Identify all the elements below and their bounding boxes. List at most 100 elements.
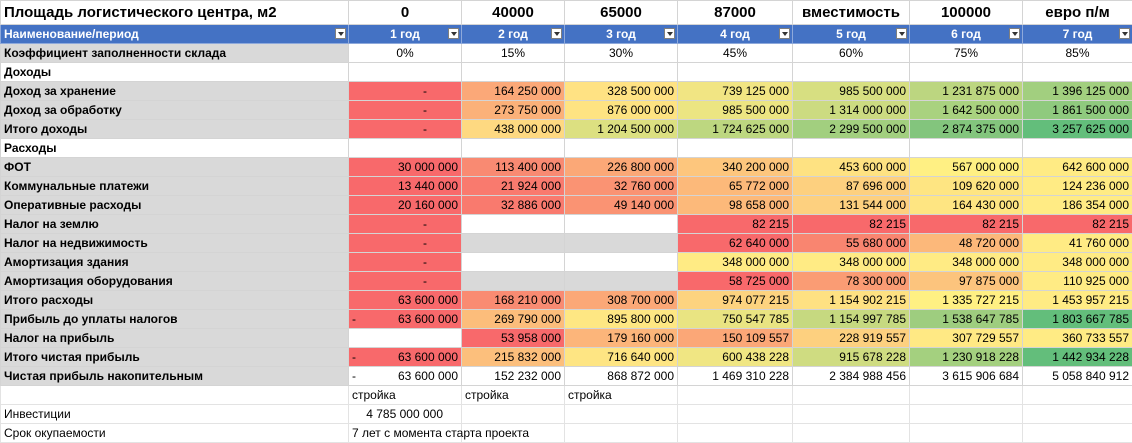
value-cell[interactable]	[910, 139, 1023, 158]
value-cell[interactable]: 85%	[1023, 44, 1132, 63]
footer-label-cell[interactable]: Срок окупаемости	[1, 424, 349, 443]
value-cell[interactable]: 110 925 000	[1023, 272, 1132, 291]
capacity-value-cell[interactable]: 40000	[462, 1, 565, 25]
value-cell[interactable]: 75%	[910, 44, 1023, 63]
value-cell[interactable]: 63 600 000	[349, 291, 462, 310]
value-cell[interactable]: 0%	[349, 44, 462, 63]
footer-cell[interactable]	[793, 386, 910, 405]
value-cell[interactable]: 21 924 000	[462, 177, 565, 196]
value-cell[interactable]: 82 215	[793, 215, 910, 234]
value-cell[interactable]: 32 886 000	[462, 196, 565, 215]
value-cell[interactable]: 164 250 000	[462, 82, 565, 101]
value-cell[interactable]: 87 696 000	[793, 177, 910, 196]
value-cell[interactable]: 3 615 906 684	[910, 367, 1023, 386]
filter-dropdown-icon[interactable]	[551, 28, 562, 39]
value-cell[interactable]	[349, 329, 462, 348]
value-cell[interactable]: 985 500 000	[678, 101, 793, 120]
value-cell[interactable]: -63 600 000	[349, 367, 462, 386]
value-cell[interactable]: 438 000 000	[462, 120, 565, 139]
value-cell[interactable]: 328 500 000	[565, 82, 678, 101]
value-cell[interactable]: 1 861 500 000	[1023, 101, 1132, 120]
footer-cell[interactable]	[678, 424, 793, 443]
value-cell[interactable]: 1 538 647 785	[910, 310, 1023, 329]
value-cell[interactable]: 269 790 000	[462, 310, 565, 329]
value-cell[interactable]: 78 300 000	[793, 272, 910, 291]
value-cell[interactable]: 1 442 934 228	[1023, 348, 1132, 367]
value-cell[interactable]: 32 760 000	[565, 177, 678, 196]
footer-cell[interactable]	[1023, 424, 1132, 443]
value-cell[interactable]	[565, 253, 678, 272]
value-cell[interactable]: 915 678 228	[793, 348, 910, 367]
value-cell[interactable]: -	[349, 101, 462, 120]
row-label-cell[interactable]: Налог на землю	[1, 215, 349, 234]
value-cell[interactable]: -	[349, 215, 462, 234]
value-cell[interactable]: 228 919 557	[793, 329, 910, 348]
value-cell[interactable]: 98 658 000	[678, 196, 793, 215]
footer-cell[interactable]	[678, 405, 793, 424]
value-cell[interactable]: 308 700 000	[565, 291, 678, 310]
value-cell[interactable]: 1 154 997 785	[793, 310, 910, 329]
value-cell[interactable]: 109 620 000	[910, 177, 1023, 196]
row-label-cell[interactable]: Амортизация здания	[1, 253, 349, 272]
footer-cell[interactable]: стройка	[462, 386, 565, 405]
value-cell[interactable]: 15%	[462, 44, 565, 63]
footer-label-cell[interactable]: Инвестиции	[1, 405, 349, 424]
value-cell[interactable]: 348 000 000	[910, 253, 1023, 272]
value-cell[interactable]: 13 440 000	[349, 177, 462, 196]
capacity-value-cell[interactable]: 0	[349, 1, 462, 25]
value-cell[interactable]: 1 724 625 000	[678, 120, 793, 139]
value-cell[interactable]: 600 438 228	[678, 348, 793, 367]
value-cell[interactable]: 2 874 375 000	[910, 120, 1023, 139]
footer-cell[interactable]	[462, 405, 565, 424]
value-cell[interactable]: 348 000 000	[793, 253, 910, 272]
header-year-6[interactable]: 6 год	[910, 25, 1023, 44]
value-cell[interactable]: 1 803 667 785	[1023, 310, 1132, 329]
value-cell[interactable]: 1 642 500 000	[910, 101, 1023, 120]
capacity-value-cell[interactable]: 65000	[565, 1, 678, 25]
filter-dropdown-icon[interactable]	[896, 28, 907, 39]
value-cell[interactable]: 1 453 957 215	[1023, 291, 1132, 310]
value-cell[interactable]: 30 000 000	[349, 158, 462, 177]
header-year-2[interactable]: 2 год	[462, 25, 565, 44]
value-cell[interactable]	[678, 139, 793, 158]
footer-cell[interactable]	[910, 424, 1023, 443]
value-cell[interactable]: 340 200 000	[678, 158, 793, 177]
value-cell[interactable]: 1 154 902 215	[793, 291, 910, 310]
value-cell[interactable]: 3 257 625 000	[1023, 120, 1132, 139]
value-cell[interactable]	[462, 272, 565, 291]
value-cell[interactable]	[793, 139, 910, 158]
value-cell[interactable]: 642 600 000	[1023, 158, 1132, 177]
sheet-title-cell[interactable]: Площадь логистического центра, м2	[1, 1, 349, 25]
value-cell[interactable]	[462, 253, 565, 272]
value-cell[interactable]: -	[349, 120, 462, 139]
value-cell[interactable]	[462, 234, 565, 253]
value-cell[interactable]: 1 396 125 000	[1023, 82, 1132, 101]
row-label-cell[interactable]: Расходы	[1, 139, 349, 158]
value-cell[interactable]	[349, 139, 462, 158]
filter-dropdown-icon[interactable]	[448, 28, 459, 39]
value-cell[interactable]: 1 314 000 000	[793, 101, 910, 120]
capacity-value-cell[interactable]: 87000	[678, 1, 793, 25]
header-year-1[interactable]: 1 год	[349, 25, 462, 44]
footer-cell[interactable]	[1023, 405, 1132, 424]
value-cell[interactable]: 48 720 000	[910, 234, 1023, 253]
value-cell[interactable]: 273 750 000	[462, 101, 565, 120]
value-cell[interactable]: 215 832 000	[462, 348, 565, 367]
capacity-value-cell[interactable]: евро п/м	[1023, 1, 1132, 25]
value-cell[interactable]: 41 760 000	[1023, 234, 1132, 253]
value-cell[interactable]: 895 800 000	[565, 310, 678, 329]
value-cell[interactable]: 1 469 310 228	[678, 367, 793, 386]
value-cell[interactable]	[565, 63, 678, 82]
value-cell[interactable]: -	[349, 272, 462, 291]
filter-dropdown-icon[interactable]	[335, 28, 346, 39]
footer-cell[interactable]	[793, 424, 910, 443]
value-cell[interactable]: 53 958 000	[462, 329, 565, 348]
footer-cell[interactable]	[565, 424, 678, 443]
footer-cell[interactable]	[793, 405, 910, 424]
value-cell[interactable]: 5 058 840 912	[1023, 367, 1132, 386]
row-label-cell[interactable]: ФОТ	[1, 158, 349, 177]
value-cell[interactable]: 65 772 000	[678, 177, 793, 196]
value-cell[interactable]: 82 215	[678, 215, 793, 234]
filter-dropdown-icon[interactable]	[1119, 28, 1130, 39]
value-cell[interactable]: 567 000 000	[910, 158, 1023, 177]
